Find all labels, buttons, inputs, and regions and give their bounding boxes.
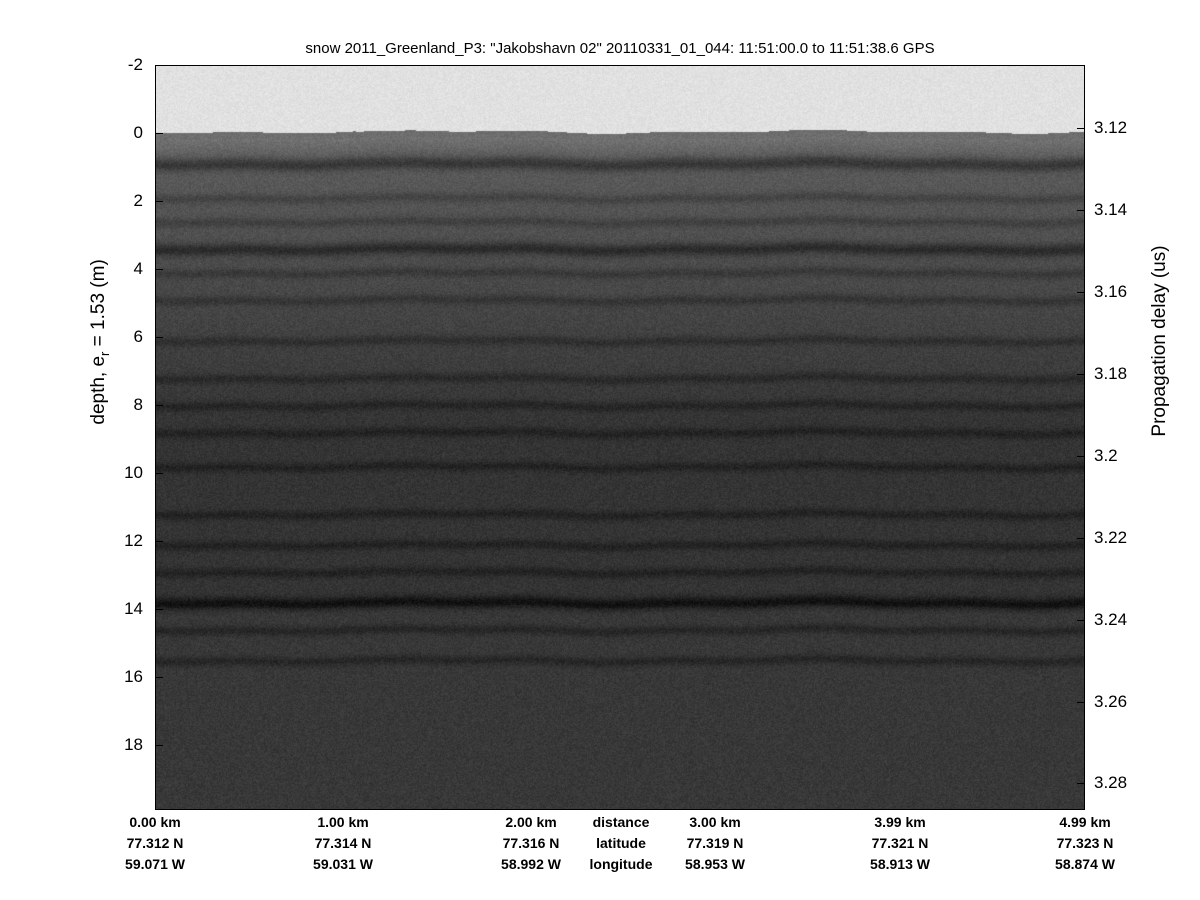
y-tick-label-left: 10 — [124, 463, 143, 483]
y-tick-label-right: 3.2 — [1094, 445, 1118, 465]
y-tick-mark-left — [155, 745, 163, 747]
bottom-row-label: longitude — [589, 856, 653, 872]
bottom-label-longitude: 59.031 W — [313, 856, 373, 872]
y-tick-label-left: 2 — [133, 191, 143, 211]
y-tick-label-right: 3.16 — [1094, 282, 1128, 302]
bottom-label-distance: 2.00 km — [505, 814, 557, 830]
y-axis-label-right: Propagation delay (us) — [1149, 245, 1170, 437]
bottom-label-longitude: 58.913 W — [870, 856, 930, 872]
y-tick-mark-right — [1077, 374, 1085, 376]
y-tick-mark-left — [155, 269, 163, 271]
y-tick-label-right: 3.26 — [1094, 691, 1128, 711]
bottom-label-latitude: 77.314 N — [314, 835, 372, 851]
y-tick-label-left: 12 — [124, 531, 143, 551]
chart-title: snow 2011_Greenland_P3: "Jakobshavn 02" … — [305, 40, 935, 57]
bottom-label-latitude: 77.312 N — [126, 835, 184, 851]
echogram-image — [155, 65, 1085, 810]
y-tick-mark-left — [155, 405, 163, 407]
bottom-label-latitude: 77.316 N — [502, 835, 560, 851]
y-tick-label-left: 0 — [133, 123, 143, 143]
y-tick-mark-right — [1077, 783, 1085, 785]
y-tick-label-right: 3.24 — [1094, 609, 1128, 629]
bottom-label-distance: 0.00 km — [129, 814, 181, 830]
bottom-label-latitude: 77.319 N — [686, 835, 744, 851]
bottom-row-label: distance — [592, 814, 650, 830]
y-tick-label-left: 18 — [124, 735, 143, 755]
bottom-label-longitude: 59.071 W — [125, 856, 185, 872]
y-tick-label-left: 14 — [124, 599, 143, 619]
bottom-label-distance: 3.00 km — [689, 814, 741, 830]
y-tick-label-left: 6 — [133, 327, 143, 347]
y-tick-label-right: 3.22 — [1094, 527, 1128, 547]
bottom-label-distance: 1.00 km — [317, 814, 369, 830]
y-tick-mark-left — [155, 133, 163, 135]
y-tick-label-left: -2 — [127, 55, 143, 74]
y-tick-mark-left — [155, 677, 163, 679]
y-tick-mark-right — [1077, 210, 1085, 212]
y-tick-mark-left — [155, 201, 163, 203]
y-tick-mark-right — [1077, 619, 1085, 621]
y-tick-label-left: 4 — [133, 259, 143, 279]
y-tick-mark-right — [1077, 455, 1085, 457]
y-tick-mark-right — [1077, 128, 1085, 130]
y-tick-label-right: 3.18 — [1094, 364, 1128, 384]
y-tick-mark-right — [1077, 292, 1085, 294]
bottom-label-longitude: 58.874 W — [1055, 856, 1115, 872]
bottom-label-distance: 4.99 km — [1059, 814, 1111, 830]
y-tick-mark-right — [1077, 537, 1085, 539]
y-tick-mark-left — [155, 337, 163, 339]
plot-area — [155, 65, 1085, 810]
bottom-label-longitude: 58.953 W — [685, 856, 745, 872]
bottom-label-longitude: 58.992 W — [501, 856, 561, 872]
y-tick-mark-left — [155, 473, 163, 475]
y-tick-label-left: 16 — [124, 667, 143, 687]
y-tick-label-right: 3.28 — [1094, 773, 1128, 793]
y-tick-mark-right — [1077, 701, 1085, 703]
bottom-label-distance: 3.99 km — [874, 814, 926, 830]
y-tick-label-left: 8 — [133, 395, 143, 415]
bottom-label-latitude: 77.321 N — [871, 835, 929, 851]
bottom-label-latitude: 77.323 N — [1056, 835, 1114, 851]
y-tick-label-right: 3.14 — [1094, 200, 1128, 220]
y-tick-mark-left — [155, 541, 163, 543]
y-tick-label-right: 3.12 — [1094, 118, 1128, 138]
bottom-row-label: latitude — [596, 835, 646, 851]
y-tick-mark-left — [155, 609, 163, 611]
y-tick-mark-left — [155, 65, 163, 66]
y-axis-label-left: depth, er = 1.53 (m) — [88, 259, 112, 425]
